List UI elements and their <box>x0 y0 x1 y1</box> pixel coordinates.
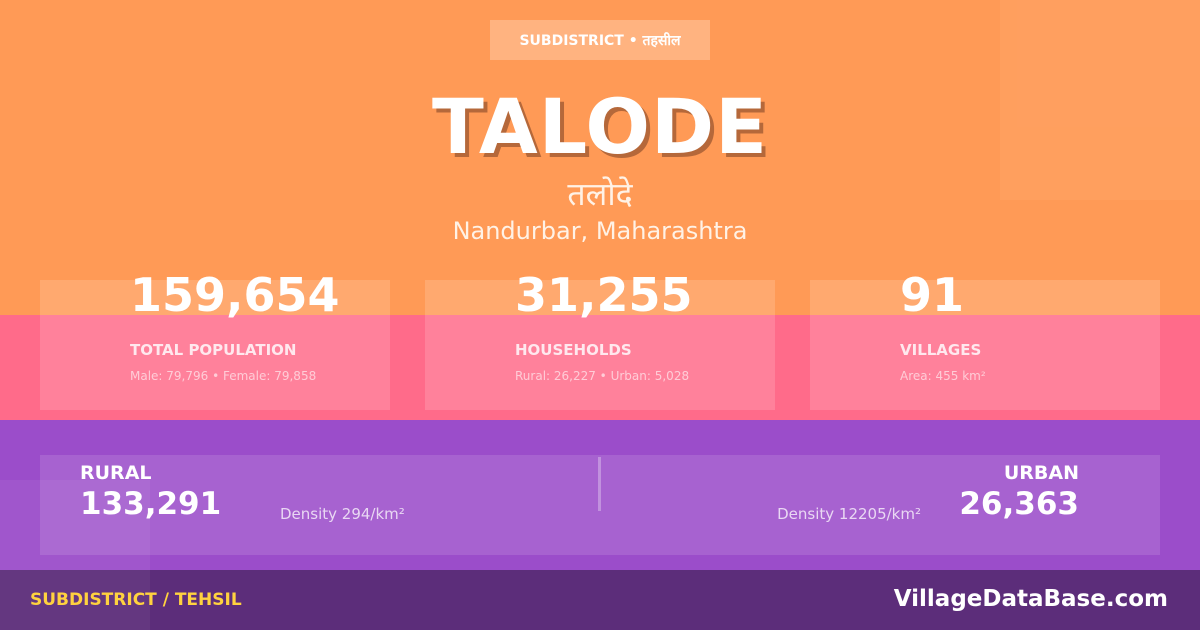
stat-card-households: 31,255 HOUSEHOLDS Rural: 26,227 • Urban:… <box>425 268 775 410</box>
footer-category: SUBDISTRICT / TEHSIL <box>30 590 242 610</box>
breakdown-band <box>0 420 1200 570</box>
page-title: TALODE <box>431 82 769 171</box>
urban-label: URBAN <box>1003 462 1079 484</box>
urban-density: Density 12205/km² <box>777 505 921 523</box>
footer <box>0 570 1200 630</box>
stat-value: 159,654 <box>130 268 340 322</box>
stat-detail: Area: 455 km² <box>900 369 986 383</box>
stat-label: HOUSEHOLDS <box>515 341 632 359</box>
rural-density: Density 294/km² <box>280 505 405 523</box>
stat-value: 31,255 <box>515 268 693 322</box>
native-name: तलोदे <box>567 175 633 213</box>
decorative-square <box>0 480 150 630</box>
rural-label: RURAL <box>80 462 152 484</box>
stat-detail: Rural: 26,227 • Urban: 5,028 <box>515 369 690 383</box>
rural-value: 133,291 <box>80 486 222 522</box>
location: Nandurbar, Maharashtra <box>452 217 748 245</box>
header-band <box>0 0 1200 315</box>
stats-band <box>0 315 1200 420</box>
stat-card-villages: 91 VILLAGES Area: 455 km² <box>810 268 1160 410</box>
stat-value: 91 <box>900 268 965 322</box>
decorative-square <box>1000 0 1200 200</box>
urban-value: 26,363 <box>959 486 1079 522</box>
stat-detail: Male: 79,796 • Female: 79,858 <box>130 369 317 383</box>
rural-urban-panel <box>40 455 1160 555</box>
type-badge: SUBDISTRICT • तहसील <box>490 20 710 60</box>
stat-label: TOTAL POPULATION <box>130 341 297 359</box>
stat-card-population: 159,654 TOTAL POPULATION Male: 79,796 • … <box>40 268 390 410</box>
brand-link[interactable]: VillageDataBase.com <box>893 586 1168 612</box>
divider <box>598 457 601 511</box>
stat-label: VILLAGES <box>900 341 982 359</box>
